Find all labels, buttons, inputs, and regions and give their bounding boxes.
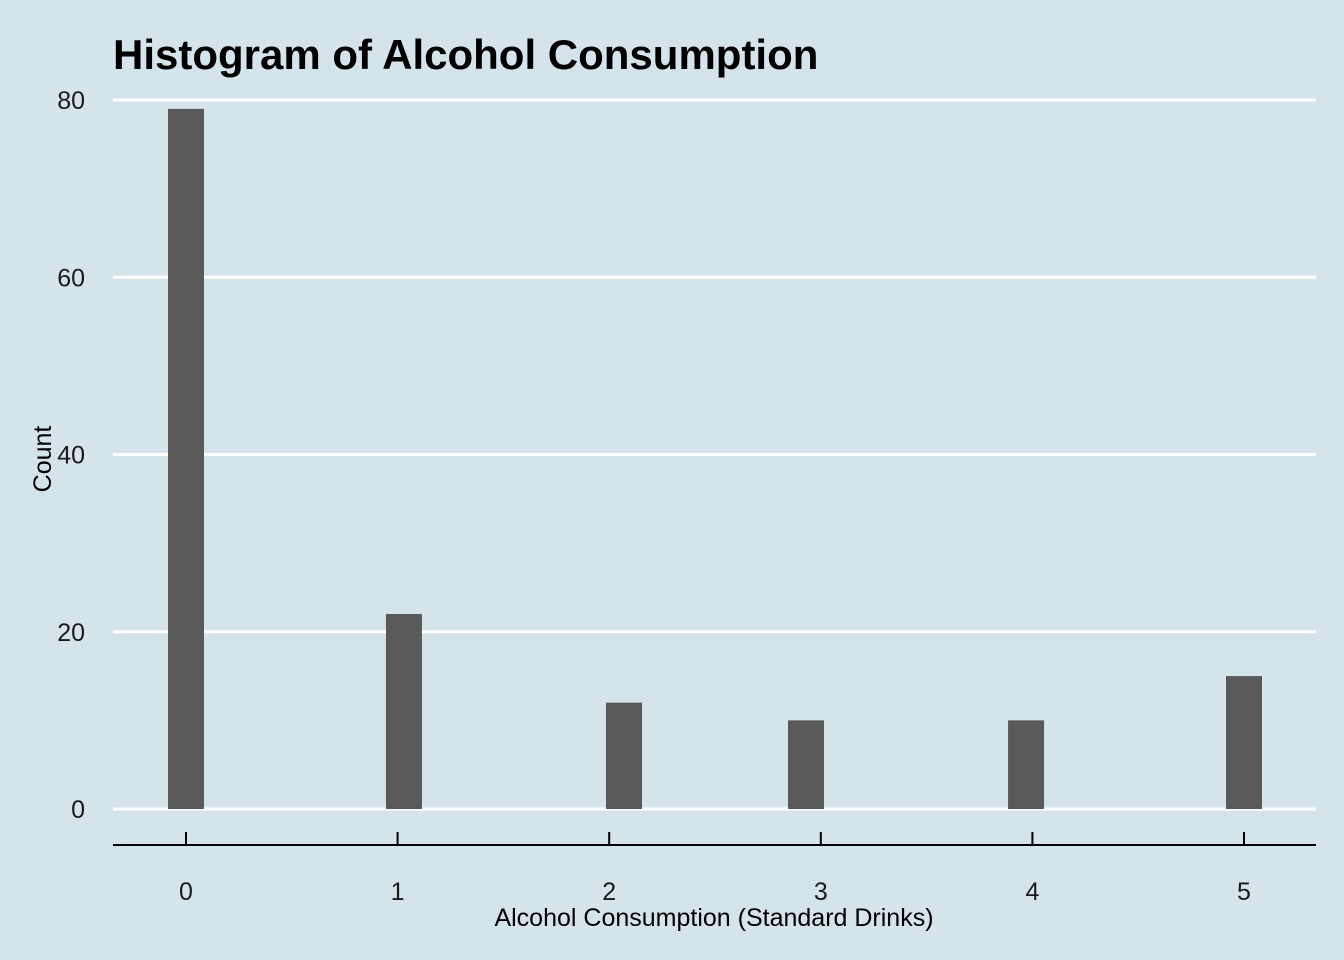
chart-title: Histogram of Alcohol Consumption (113, 31, 818, 78)
x-axis-ticks: 0 1 2 3 4 5 (179, 832, 1251, 906)
x-tick-label: 5 (1237, 878, 1251, 906)
bar-2 (606, 702, 643, 809)
bar-3 (787, 720, 824, 809)
bar-1 (385, 614, 422, 809)
bar-0 (168, 108, 204, 810)
y-tick-label: 80 (57, 87, 85, 115)
y-tick-label: 0 (71, 796, 85, 824)
x-tick-label: 4 (1025, 878, 1039, 906)
y-tick-label: 60 (57, 264, 85, 292)
y-tick-label: 40 (57, 442, 85, 470)
x-tick-label: 2 (602, 878, 616, 906)
x-tick-label: 3 (814, 878, 828, 906)
x-axis-title: Alcohol Consumption (Standard Drinks) (494, 904, 933, 932)
y-axis-title: Count (29, 426, 57, 493)
bars (168, 108, 1262, 810)
bar-5 (1226, 676, 1262, 809)
bar-4 (1008, 720, 1045, 809)
x-tick-label: 0 (179, 878, 193, 906)
x-tick-label: 1 (391, 878, 405, 906)
y-axis-ticks: 0 20 40 60 80 (57, 87, 85, 824)
gridlines (113, 98, 1316, 811)
y-tick-label: 20 (57, 619, 85, 647)
